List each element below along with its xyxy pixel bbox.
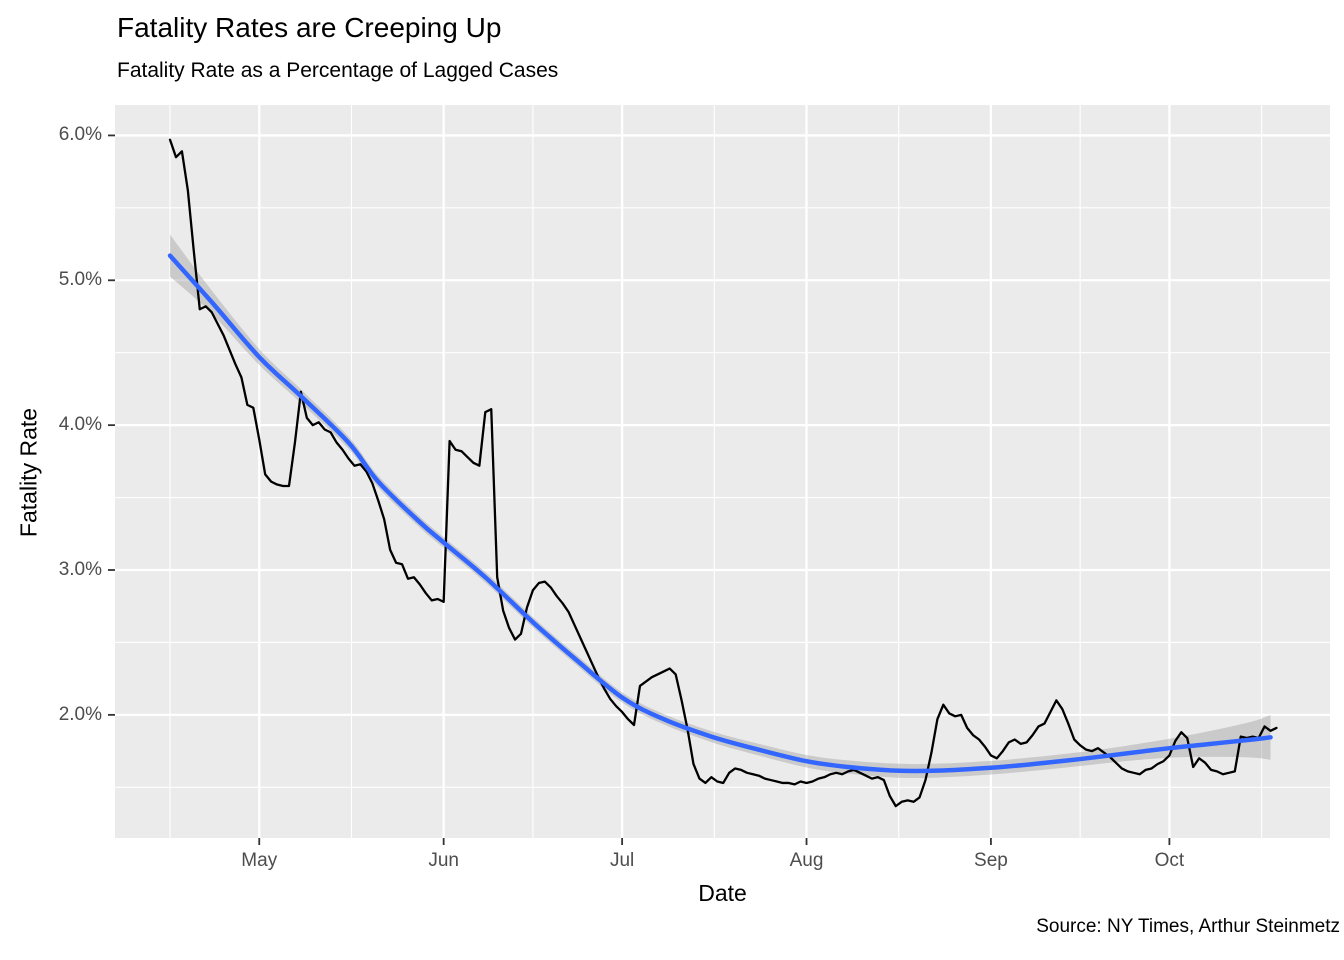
loess-smooth-line xyxy=(167,253,1273,774)
x-tick-label: Jun xyxy=(428,850,459,871)
y-tick-label: 4.0% xyxy=(58,414,102,436)
y-tick-label: 5.0% xyxy=(58,269,102,291)
y-axis-title: Fatality Rate xyxy=(15,407,42,538)
x-tick-label: Sep xyxy=(974,850,1008,871)
x-tick-label: Oct xyxy=(1154,850,1185,871)
x-axis-title: Date xyxy=(698,880,747,906)
chart-subtitle: Fatality Rate as a Percentage of Lagged … xyxy=(117,59,559,82)
panel-background xyxy=(115,105,1330,838)
x-tick-label: Jul xyxy=(609,850,635,871)
x-tick-label: Aug xyxy=(789,850,824,871)
y-tick-label: 3.0% xyxy=(58,559,102,580)
chart-title: Fatality Rates are Creeping Up xyxy=(117,12,502,43)
x-tick-label: May xyxy=(241,850,278,871)
y-tick-label: 2.0% xyxy=(58,703,102,725)
fatality-rate-line xyxy=(168,138,1278,808)
y-tick-label: 6.0% xyxy=(58,124,102,146)
source-caption: Source: NY Times, Arthur Steinmetz xyxy=(1036,916,1340,937)
